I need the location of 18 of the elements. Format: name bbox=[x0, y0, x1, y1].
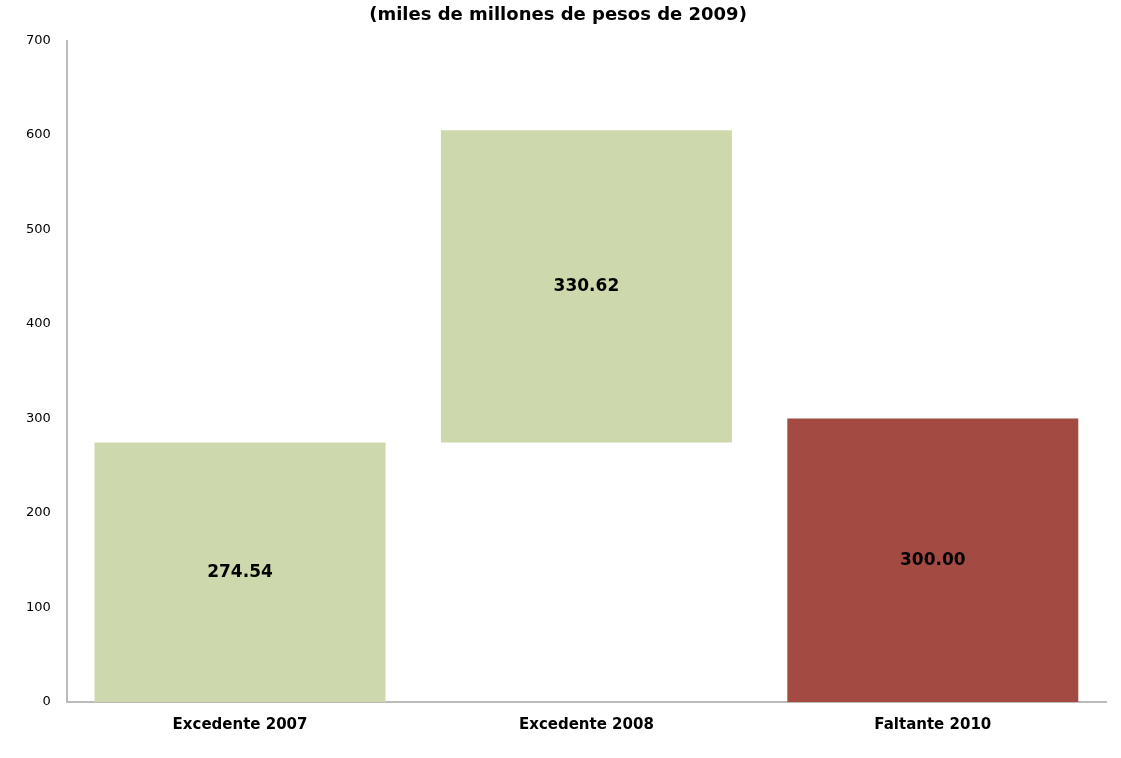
y-tick-label: 300 bbox=[25, 409, 51, 425]
data-label: 274.54 bbox=[207, 560, 273, 581]
x-tick-label: Excedente 2007 bbox=[172, 714, 308, 733]
bar bbox=[440, 130, 732, 443]
x-tick-label: Faltante 2010 bbox=[874, 714, 992, 733]
data-label: 300.00 bbox=[900, 548, 966, 569]
y-tick-label: 200 bbox=[25, 504, 51, 520]
y-tick-label: 600 bbox=[25, 126, 51, 142]
y-tick-label: 500 bbox=[25, 220, 51, 236]
data-label: 330.62 bbox=[553, 274, 620, 295]
chart-title: (miles de millones de pesos de 2009) bbox=[369, 3, 747, 25]
y-tick-label: 0 bbox=[42, 693, 51, 709]
y-tick-label: 700 bbox=[25, 31, 51, 47]
x-tick-label: Excedente 2008 bbox=[518, 714, 654, 733]
y-tick-label: 400 bbox=[25, 315, 51, 331]
y-tick-label: 100 bbox=[25, 598, 51, 614]
bar bbox=[94, 442, 386, 702]
bar bbox=[787, 418, 1079, 702]
